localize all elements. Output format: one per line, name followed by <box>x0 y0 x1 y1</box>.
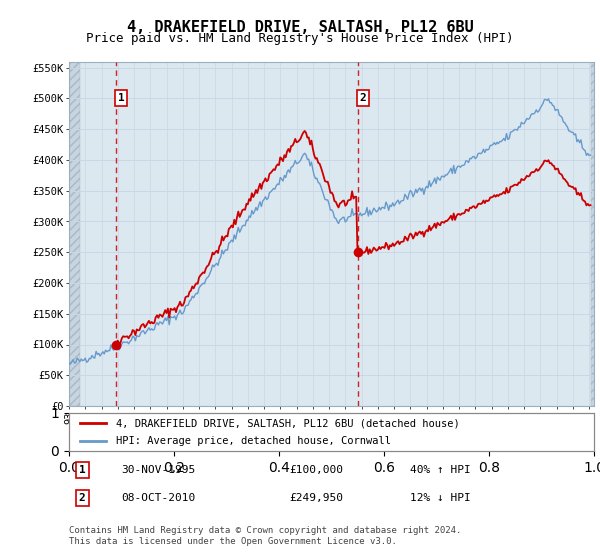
Text: £249,950: £249,950 <box>290 493 343 503</box>
Text: 08-OCT-2010: 08-OCT-2010 <box>121 493 196 503</box>
Text: £100,000: £100,000 <box>290 465 343 475</box>
Text: HPI: Average price, detached house, Cornwall: HPI: Average price, detached house, Corn… <box>116 436 391 446</box>
Text: 40% ↑ HPI: 40% ↑ HPI <box>410 465 471 475</box>
Text: 1: 1 <box>79 465 86 475</box>
Text: 4, DRAKEFIELD DRIVE, SALTASH, PL12 6BU (detached house): 4, DRAKEFIELD DRIVE, SALTASH, PL12 6BU (… <box>116 418 460 428</box>
Bar <box>61 62 80 406</box>
Text: 4, DRAKEFIELD DRIVE, SALTASH, PL12 6BU: 4, DRAKEFIELD DRIVE, SALTASH, PL12 6BU <box>127 20 473 35</box>
Text: 12% ↓ HPI: 12% ↓ HPI <box>410 493 471 503</box>
Bar <box>591 62 599 406</box>
Text: 2: 2 <box>79 493 86 503</box>
Text: 2: 2 <box>359 93 366 103</box>
Text: 1: 1 <box>118 93 125 103</box>
Text: 30-NOV-1995: 30-NOV-1995 <box>121 465 196 475</box>
Text: Contains HM Land Registry data © Crown copyright and database right 2024.
This d: Contains HM Land Registry data © Crown c… <box>69 526 461 546</box>
Text: Price paid vs. HM Land Registry's House Price Index (HPI): Price paid vs. HM Land Registry's House … <box>86 32 514 45</box>
